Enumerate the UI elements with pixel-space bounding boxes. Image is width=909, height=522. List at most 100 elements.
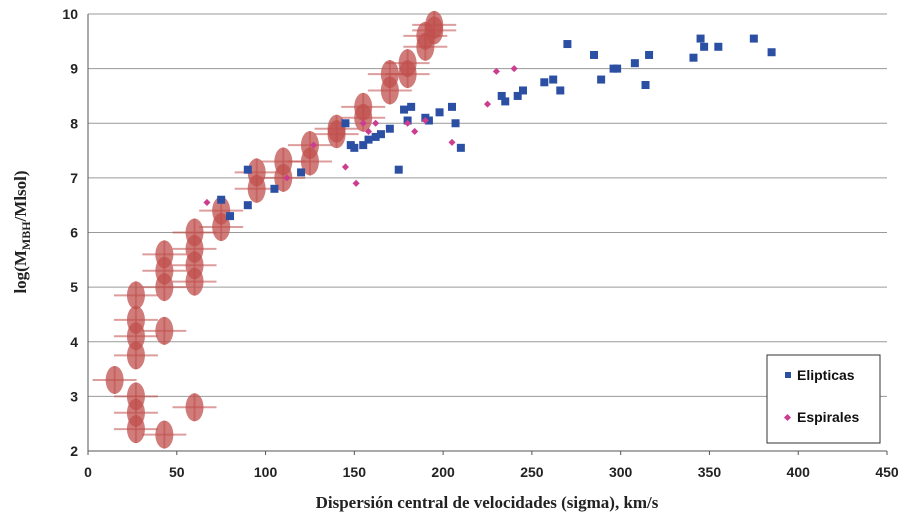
legend-box [766, 354, 881, 444]
y-tick-label: 10 [62, 6, 78, 22]
data-point-elipticas [371, 132, 380, 141]
data-point-espirales [341, 163, 349, 171]
y-axis-title: log(MMBH/Mlsol) [11, 170, 33, 293]
axes [87, 14, 887, 452]
data-point-elipticas [217, 195, 226, 204]
legend: Elipticas Espirales [766, 354, 881, 444]
y-tick-labels: 2 3 4 5 6 7 8 9 10 [62, 6, 78, 459]
x-tick-label: 250 [520, 464, 544, 480]
data-point-elipticas [350, 143, 359, 152]
data-point-elipticas [630, 59, 639, 68]
overlay-marker [247, 158, 266, 187]
overlay-marker [398, 49, 417, 78]
data-point-elipticas [243, 201, 252, 210]
overlay-marker [185, 218, 204, 247]
y-tick-label: 5 [70, 279, 78, 295]
data-point-espirales [283, 174, 291, 182]
x-tick-label: 200 [431, 464, 455, 480]
y-tick-label: 8 [70, 115, 78, 131]
legend-label-espirales: Espirales [797, 409, 859, 425]
data-point-elipticas [689, 53, 698, 62]
data-point-espirales [359, 119, 367, 127]
data-point-elipticas [394, 165, 403, 174]
data-point-elipticas [540, 78, 549, 87]
data-point-elipticas [501, 97, 510, 106]
legend-marker-elipticas [785, 372, 791, 378]
data-point-elipticas [270, 184, 279, 193]
x-tick-label: 150 [343, 464, 367, 480]
data-point-elipticas [714, 42, 723, 51]
y-tick-label: 9 [70, 61, 78, 77]
data-point-elipticas [749, 34, 758, 43]
y-axis-title-prefix: log(M [11, 250, 30, 293]
overlay-marker [185, 393, 204, 422]
data-point-espirales [203, 198, 211, 206]
data-point-elipticas [563, 40, 572, 49]
y-tick-label: 3 [70, 388, 78, 404]
data-point-elipticas [549, 75, 558, 84]
y-tick-label: 7 [70, 170, 78, 186]
y-axis-title-subscript: MBH [19, 221, 33, 250]
y-tick-label: 4 [70, 334, 78, 350]
x-tick-label: 50 [169, 464, 185, 480]
data-point-espirales [411, 127, 419, 135]
y-tick-label: 6 [70, 225, 78, 241]
data-point-elipticas [645, 50, 654, 59]
overlay-marker [274, 147, 293, 176]
legend-label-elipticas: Elipticas [797, 367, 855, 383]
x-tick-labels: 0 50 100 150 200 250 300 350 400 450 [84, 451, 899, 480]
data-point-elipticas [435, 108, 444, 117]
overlay-marker [126, 281, 145, 310]
data-point-espirales [483, 100, 492, 108]
x-tick-label: 300 [609, 464, 633, 480]
overlay-marker [155, 240, 174, 269]
data-point-elipticas [341, 119, 350, 128]
data-point-elipticas [297, 168, 306, 177]
data-point-elipticas [456, 143, 465, 152]
x-tick-label: 350 [698, 464, 722, 480]
data-point-elipticas [424, 116, 433, 125]
overlay-marker [105, 365, 124, 394]
data-point-elipticas [590, 50, 599, 59]
data-point-elipticas [364, 135, 373, 144]
overlay-markers [92, 10, 457, 449]
y-axis-title-suffix: /Mlsol) [11, 170, 30, 222]
overlay-marker [327, 114, 346, 143]
overlay-marker [155, 420, 174, 449]
x-tick-label: 450 [875, 464, 899, 480]
data-point-elipticas [519, 86, 528, 95]
x-tick-label: 100 [254, 464, 278, 480]
data-point-elipticas [613, 64, 622, 73]
overlay-marker [126, 382, 145, 411]
data-point-elipticas [597, 75, 606, 84]
y-tick-label: 2 [70, 443, 78, 459]
data-point-elipticas [243, 165, 252, 174]
data-point-elipticas [400, 105, 409, 114]
data-point-elipticas [385, 124, 394, 133]
data-point-elipticas [359, 141, 368, 150]
overlay-marker [155, 316, 174, 345]
data-point-espirales [421, 116, 429, 125]
data-point-espirales [372, 119, 380, 127]
data-point-elipticas [497, 91, 506, 100]
data-point-elipticas [556, 86, 565, 95]
data-points [203, 34, 776, 221]
overlay-marker [425, 10, 444, 39]
data-point-espirales [404, 119, 412, 127]
overlay-marker [126, 305, 145, 334]
data-point-espirales [365, 127, 373, 135]
data-point-espirales [352, 179, 360, 187]
x-tick-label: 0 [84, 464, 92, 480]
data-point-elipticas [513, 91, 522, 100]
data-point-espirales [309, 141, 318, 149]
x-tick-label: 400 [787, 464, 811, 480]
data-point-elipticas [700, 42, 709, 51]
data-point-elipticas [641, 81, 650, 90]
legend-marker-espirales [783, 413, 792, 422]
x-axis-title: Dispersión central de velocidades (sigma… [316, 493, 659, 512]
data-point-elipticas [407, 102, 416, 111]
data-point-espirales [448, 138, 456, 146]
data-point-elipticas [226, 212, 235, 221]
overlay-marker [354, 92, 373, 121]
